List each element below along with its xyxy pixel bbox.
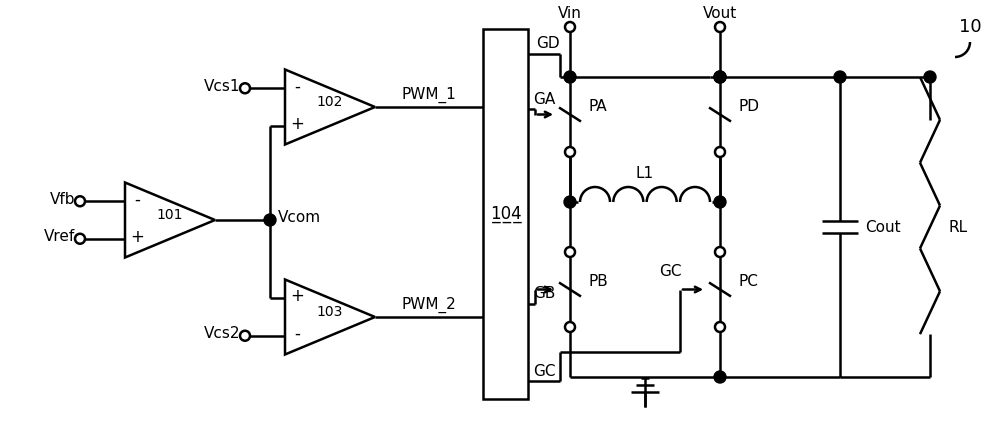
Circle shape bbox=[714, 196, 726, 208]
Circle shape bbox=[565, 247, 575, 257]
Text: GB: GB bbox=[533, 287, 555, 301]
Circle shape bbox=[715, 72, 725, 82]
Circle shape bbox=[714, 71, 726, 83]
Text: +: + bbox=[290, 115, 304, 133]
Circle shape bbox=[924, 71, 936, 83]
Circle shape bbox=[75, 196, 85, 206]
Text: GD: GD bbox=[536, 37, 560, 51]
Circle shape bbox=[715, 247, 725, 257]
Text: Cout: Cout bbox=[865, 219, 901, 235]
Text: L1: L1 bbox=[636, 166, 654, 181]
Text: -: - bbox=[294, 77, 300, 95]
Text: Vref: Vref bbox=[44, 229, 75, 244]
Text: 102: 102 bbox=[317, 95, 343, 109]
Circle shape bbox=[75, 234, 85, 244]
Text: PB: PB bbox=[588, 274, 608, 289]
Text: GC: GC bbox=[533, 363, 556, 379]
Circle shape bbox=[565, 22, 575, 32]
Text: PWM_2: PWM_2 bbox=[402, 297, 456, 313]
Circle shape bbox=[715, 22, 725, 32]
Circle shape bbox=[240, 331, 250, 341]
Text: Vin: Vin bbox=[558, 5, 582, 21]
Text: -: - bbox=[134, 190, 140, 208]
Text: Vout: Vout bbox=[703, 5, 737, 21]
Text: Vcs1: Vcs1 bbox=[204, 79, 240, 94]
Text: PA: PA bbox=[588, 99, 607, 114]
Text: 103: 103 bbox=[317, 305, 343, 319]
Circle shape bbox=[715, 147, 725, 157]
Text: GA: GA bbox=[533, 92, 555, 106]
Text: -: - bbox=[294, 325, 300, 343]
Text: 10: 10 bbox=[959, 18, 981, 36]
Circle shape bbox=[565, 147, 575, 157]
Text: GC: GC bbox=[659, 264, 681, 279]
Circle shape bbox=[264, 214, 276, 226]
Circle shape bbox=[565, 72, 575, 82]
Circle shape bbox=[834, 71, 846, 83]
Circle shape bbox=[240, 83, 250, 93]
Text: Vfb: Vfb bbox=[50, 192, 75, 207]
Text: 1̲0̲4̲: 1̲0̲4̲ bbox=[490, 205, 521, 223]
Text: PWM_1: PWM_1 bbox=[402, 87, 456, 103]
Circle shape bbox=[714, 371, 726, 383]
Text: PC: PC bbox=[738, 274, 758, 289]
Circle shape bbox=[714, 71, 726, 83]
Circle shape bbox=[564, 196, 576, 208]
Text: Vcs2: Vcs2 bbox=[204, 326, 240, 341]
Text: 101: 101 bbox=[157, 208, 183, 222]
Text: Vcom: Vcom bbox=[278, 211, 321, 225]
Circle shape bbox=[565, 322, 575, 332]
Text: RL: RL bbox=[948, 219, 967, 235]
Text: +: + bbox=[130, 228, 144, 246]
Text: PD: PD bbox=[738, 99, 759, 114]
Circle shape bbox=[715, 322, 725, 332]
Bar bbox=[483, 29, 528, 399]
Circle shape bbox=[564, 71, 576, 83]
Text: +: + bbox=[290, 287, 304, 305]
